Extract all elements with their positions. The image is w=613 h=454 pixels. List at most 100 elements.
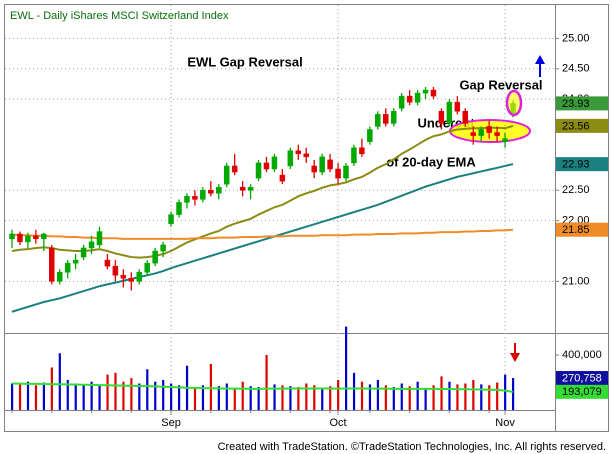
candle-body [438,111,445,124]
volume-bar [512,378,515,410]
candle-body [239,186,246,191]
candle-body [454,101,461,112]
volume-bar [464,383,467,410]
volume-bar [146,369,149,410]
candle-body [303,153,309,158]
candle-body [263,162,270,170]
arrow-head [510,353,520,362]
candle-body [96,231,103,246]
volume-bar [34,385,38,410]
candle-body [462,111,469,124]
value-badge-label: 23.93 [562,98,590,110]
value-badge-label: 21.85 [562,224,590,236]
volume-bar [352,372,356,410]
volume-bar [114,372,117,410]
volume-bar [448,381,451,410]
volume-bar [440,376,443,410]
x-tick-label: Sep [161,417,181,429]
candle-body [120,275,127,279]
candle-body [56,272,63,282]
volume-bar [400,383,403,410]
candle-body [470,132,476,136]
volume-bar [18,384,22,410]
volume-average-line [11,382,514,393]
candle-body [279,174,286,182]
moving-average-line [11,163,514,313]
candle-body [414,92,421,103]
volume-bar [504,374,507,410]
title: EWL Gap Reversal [187,54,302,69]
volume-bar [480,384,483,410]
volume-bar [297,387,300,410]
volume-bar [241,381,244,410]
candle-body [422,89,429,94]
candle-body [104,259,111,267]
volume-bar [98,384,101,410]
candle-body [160,244,166,252]
candle-body [128,278,135,282]
volume-bar [225,383,228,410]
volume-bar [329,386,332,410]
volume-bar [289,386,292,410]
volume-bar [257,387,260,410]
volume-bar [82,385,85,410]
candle-body [168,214,174,224]
value-badge-label: 23.56 [562,120,590,132]
volume-bar [130,378,133,410]
value-badge [556,384,608,399]
candle-body [9,233,15,240]
candle-body [255,162,262,179]
y-tick-label: 25.00 [562,32,590,44]
down-arrow [510,343,520,362]
candle-body [33,235,39,240]
volume-bar [472,379,475,410]
candle-body [398,95,405,109]
volume-bar [376,379,380,410]
candle-body [41,233,47,240]
volume-bar [90,381,93,410]
volume-bar [265,355,268,410]
candle-body [72,259,79,264]
candle-body [351,147,357,164]
candle-body [327,159,333,170]
volume-bar [416,381,419,410]
volume-bar [138,383,141,410]
volume-bar [281,385,284,410]
candle-body [390,111,397,124]
annotation: of 20-day EMA [386,154,476,169]
volume-bar [42,382,46,410]
volume-bar [305,383,308,410]
candle-body [343,165,349,179]
moving-average-line [11,228,514,240]
volume-bar [496,382,499,410]
candle-body [271,156,278,170]
marks: 21.0022.0022.5024.0024.5025.00400,000Sep… [5,5,608,429]
volume-bar [74,383,77,410]
volume-bar [337,379,340,410]
candle-body [247,186,254,191]
volume-bar [488,385,491,410]
volume-bar [26,381,30,410]
y-tick-label: 24.50 [562,63,590,75]
y-tick-label: 22.50 [562,184,590,196]
value-badge [556,371,608,386]
value-badge-label: 22.93 [562,159,590,171]
value-badge [556,222,608,237]
volume-bar [321,387,324,410]
volume-bar [249,386,252,410]
candle-body [17,233,23,243]
candle-body [375,114,381,127]
candle-body [192,196,198,200]
candle-body [478,129,484,136]
candle-body [49,247,55,282]
value-badge [556,96,608,111]
up-arrow [535,55,545,77]
value-badge-label: 193,079 [562,386,602,398]
volume-bar [432,385,435,410]
header: EWL - Daily iShares MSCI Switzerland Ind… [10,10,229,22]
candle-body [446,101,453,124]
volume-bar [170,383,173,410]
frame [4,4,609,432]
highlight-ellipse [505,89,523,117]
candle-body [486,126,492,133]
